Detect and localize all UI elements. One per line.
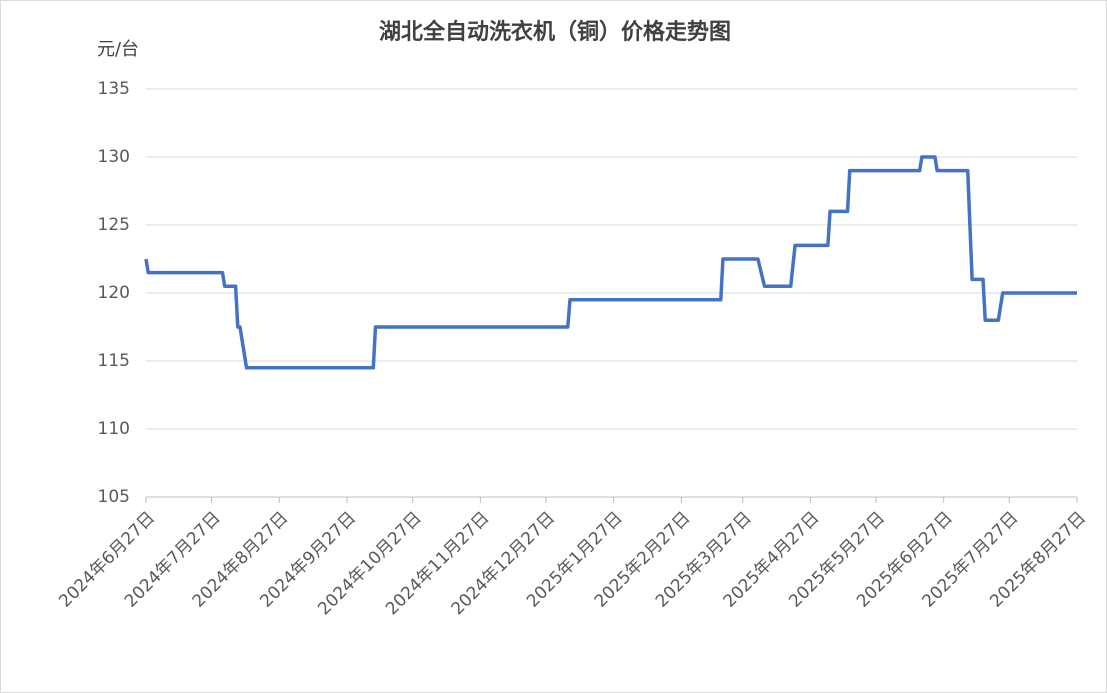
- y-tick-label: 105: [98, 487, 130, 507]
- y-tick-label: 130: [98, 147, 130, 167]
- y-tick-label: 110: [98, 419, 130, 439]
- y-tick-label: 115: [98, 351, 130, 371]
- y-tick-label: 120: [98, 283, 130, 303]
- y-tick-label: 135: [98, 79, 130, 99]
- y-tick-label: 125: [98, 215, 130, 235]
- y-axis-label: 元/台: [97, 39, 139, 60]
- line: [144, 155, 1077, 370]
- chart-title: 湖北全自动洗衣机（铜）价格走势图: [379, 19, 731, 45]
